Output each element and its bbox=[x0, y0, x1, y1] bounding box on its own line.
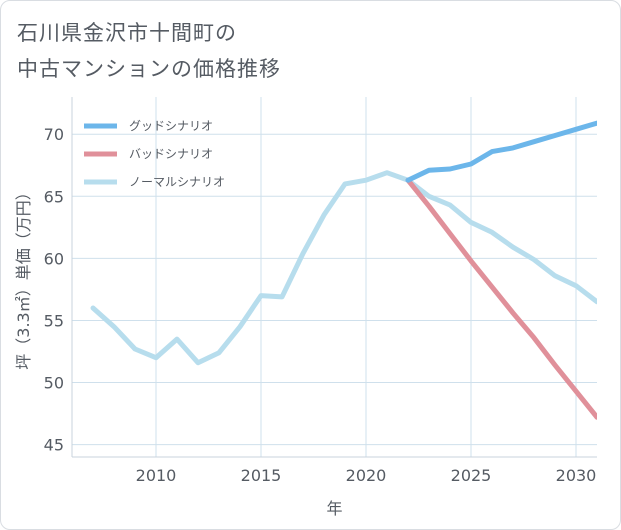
x-tick-label: 2010 bbox=[136, 466, 177, 485]
x-tick-label: 2030 bbox=[556, 466, 597, 485]
chart-title-line-1: 石川県金沢市十間町の bbox=[17, 21, 237, 45]
legend-label-1: バッドシナリオ bbox=[129, 147, 213, 161]
y-tick-label: 55 bbox=[44, 311, 64, 330]
y-tick-label: 60 bbox=[44, 249, 64, 268]
plot-area bbox=[72, 97, 597, 457]
y-axis-label: 坪（3.3㎡）単価（万円） bbox=[14, 184, 33, 369]
chart-title: 石川県金沢市十間町の 中古マンションの価格推移 bbox=[17, 15, 281, 87]
x-tick-label: 2020 bbox=[346, 466, 387, 485]
series-line-1 bbox=[405, 177, 597, 420]
chart-title-line-2: 中古マンションの価格推移 bbox=[17, 57, 281, 81]
legend-label-0: グッドシナリオ bbox=[129, 119, 213, 133]
series-line-2 bbox=[90, 170, 597, 366]
series-line-0 bbox=[405, 120, 597, 183]
y-tick-label: 45 bbox=[44, 436, 64, 455]
x-axis-label: 年 bbox=[326, 499, 342, 518]
x-tick-label: 2025 bbox=[451, 466, 492, 485]
legend-label-2: ノーマルシナリオ bbox=[129, 175, 225, 189]
y-tick-label: 65 bbox=[44, 187, 64, 206]
y-tick-label: 50 bbox=[44, 374, 64, 393]
x-tick-label: 2015 bbox=[241, 466, 282, 485]
y-tick-label: 70 bbox=[44, 125, 64, 144]
